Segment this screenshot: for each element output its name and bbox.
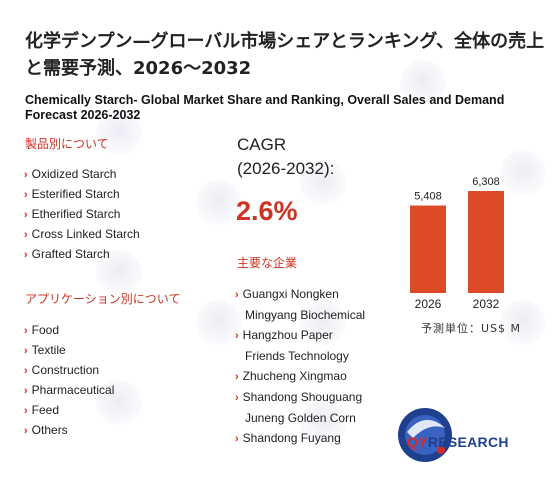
chevron-right-icon: › xyxy=(235,289,239,301)
chevron-right-icon: › xyxy=(24,229,28,241)
chevron-right-icon: › xyxy=(235,330,239,342)
bar-2032 xyxy=(468,191,504,293)
list-item: › Shandong Fuyang xyxy=(235,431,341,445)
chevron-right-icon: › xyxy=(235,433,239,445)
list-item: › Textile xyxy=(24,343,66,357)
chevron-right-icon: › xyxy=(235,371,239,383)
bar-value-label: 6,308 xyxy=(472,176,500,188)
players-list: › Guangxi Nongken Mingyang Biochemical › Ha… xyxy=(235,284,365,449)
list-item: › Others xyxy=(24,423,68,437)
chevron-right-icon: › xyxy=(24,169,28,181)
chevron-right-icon: › xyxy=(24,345,28,357)
page-title-japanese: 化学デンプン—グローバル市場シェアとランキング、全体の売上と需要予測、2026～… xyxy=(25,31,545,79)
list-item: › Food xyxy=(24,323,60,337)
list-item: › Hangzhou Paper Friends Technology xyxy=(235,328,349,363)
list-item: › Feed xyxy=(24,403,60,417)
logo-wordmark: QYRESEARCH xyxy=(407,434,509,450)
list-item: › Oxidized Starch xyxy=(24,167,117,181)
forecast-bar-chart: 5,408 2026 6,308 2032 xyxy=(410,176,504,311)
bar-value-label: 5,408 xyxy=(414,191,442,203)
cagr-value: 2.6% xyxy=(236,196,298,226)
list-item: › Shandong Shouguang Juneng Golden Corn xyxy=(235,390,363,425)
list-item: › Cross Linked Starch xyxy=(24,227,140,241)
chevron-right-icon: › xyxy=(24,405,28,417)
list-item: › Construction xyxy=(24,363,100,377)
chevron-right-icon: › xyxy=(24,325,28,337)
list-item: › Zhucheng Xingmao xyxy=(235,369,347,383)
page-title-english: Chemically Starch- Global Market Share a… xyxy=(25,93,505,122)
players-section-heading: 主要な企業 xyxy=(237,256,298,270)
application-section-heading: アプリケーション別について xyxy=(25,292,181,306)
product-section-heading: 製品別について xyxy=(25,137,109,151)
chevron-right-icon: › xyxy=(24,249,28,261)
chevron-right-icon: › xyxy=(235,392,239,404)
list-item: › Guangxi Nongken Mingyang Biochemical xyxy=(235,287,366,322)
cagr-label: CAGR (2026-2032): xyxy=(237,135,335,178)
x-tick-label: 2032 xyxy=(473,297,500,311)
list-item: › Pharmaceutical xyxy=(24,383,115,397)
chevron-right-icon: › xyxy=(24,385,28,397)
product-list: › Oxidized Starch › Esterified Starch › Eth… xyxy=(24,164,140,264)
application-list: › Food › Textile › Construction › Pharmaceut… xyxy=(24,320,114,440)
qyresearch-logo xyxy=(398,408,452,462)
chevron-right-icon: › xyxy=(24,365,28,377)
unit-label: 予測単位：US$ M xyxy=(421,322,522,335)
chevron-right-icon: › xyxy=(24,189,28,201)
chevron-right-icon: › xyxy=(24,209,28,221)
bar-2026 xyxy=(410,205,446,293)
x-tick-label: 2026 xyxy=(415,297,442,311)
list-item: › Grafted Starch xyxy=(24,247,110,261)
chevron-right-icon: › xyxy=(24,425,28,437)
list-item: › Esterified Starch xyxy=(24,187,120,201)
list-item: › Etherified Starch xyxy=(24,207,121,221)
